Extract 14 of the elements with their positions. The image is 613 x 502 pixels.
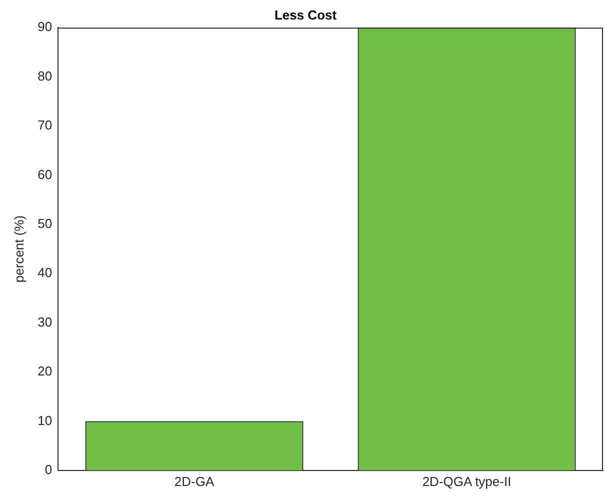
y-tick-label: 40 bbox=[38, 265, 52, 280]
x-tick-label: 2D-QGA type-II bbox=[422, 474, 512, 489]
chart-title: Less Cost bbox=[274, 7, 338, 22]
y-tick-label: 50 bbox=[38, 216, 52, 231]
y-tick-label: 60 bbox=[38, 166, 52, 182]
y-tick-label: 10 bbox=[38, 412, 52, 428]
x-tick-label: 2D-GA bbox=[174, 474, 214, 489]
y-tick-label: 70 bbox=[38, 118, 52, 133]
y-tick-label: 30 bbox=[38, 314, 52, 330]
y-tick-label: 0 bbox=[44, 462, 52, 477]
y-tick-label: 80 bbox=[38, 68, 52, 84]
y-tick-label: 20 bbox=[38, 364, 52, 379]
y-axis-title: percent (%) bbox=[11, 215, 26, 283]
y-tick-label: 90 bbox=[38, 19, 52, 34]
